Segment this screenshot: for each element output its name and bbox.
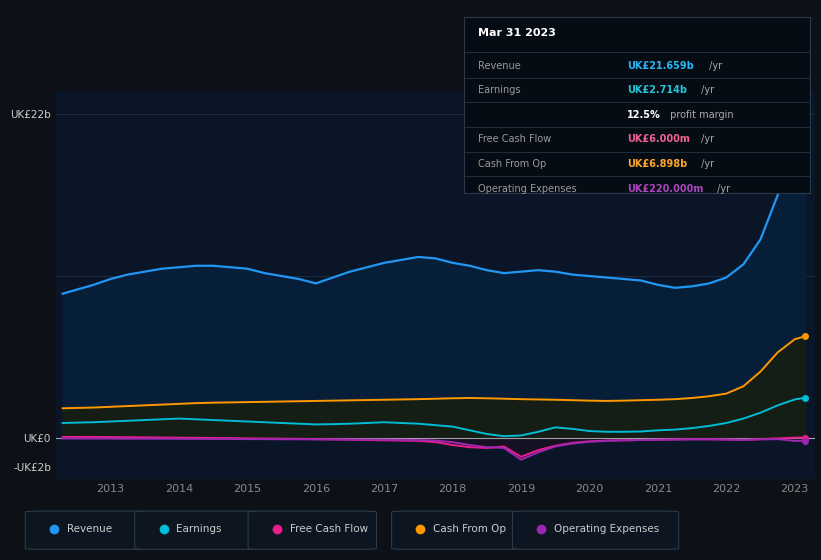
Text: Revenue: Revenue [478, 61, 521, 71]
Text: 12.5%: 12.5% [626, 110, 660, 120]
Text: UK£2.714b: UK£2.714b [626, 85, 686, 95]
FancyBboxPatch shape [248, 511, 377, 549]
Text: UK£21.659b: UK£21.659b [626, 61, 694, 71]
Text: profit margin: profit margin [667, 110, 733, 120]
Text: /yr: /yr [706, 61, 722, 71]
Text: /yr: /yr [699, 85, 714, 95]
Text: Operating Expenses: Operating Expenses [478, 184, 576, 194]
Text: Cash From Op: Cash From Op [478, 159, 546, 169]
FancyBboxPatch shape [512, 511, 679, 549]
FancyBboxPatch shape [135, 511, 264, 549]
Text: /yr: /yr [699, 159, 714, 169]
Text: Cash From Op: Cash From Op [433, 524, 507, 534]
Text: Revenue: Revenue [67, 524, 112, 534]
Text: Free Cash Flow: Free Cash Flow [478, 134, 551, 144]
Text: Free Cash Flow: Free Cash Flow [290, 524, 368, 534]
Text: Operating Expenses: Operating Expenses [554, 524, 659, 534]
Text: Earnings: Earnings [478, 85, 521, 95]
FancyBboxPatch shape [392, 511, 520, 549]
FancyBboxPatch shape [25, 511, 154, 549]
Text: Mar 31 2023: Mar 31 2023 [478, 27, 556, 38]
Text: /yr: /yr [714, 184, 731, 194]
Text: /yr: /yr [699, 134, 714, 144]
Text: UK£6.000m: UK£6.000m [626, 134, 690, 144]
Text: UK£220.000m: UK£220.000m [626, 184, 703, 194]
Text: Earnings: Earnings [177, 524, 222, 534]
Text: UK£6.898b: UK£6.898b [626, 159, 687, 169]
